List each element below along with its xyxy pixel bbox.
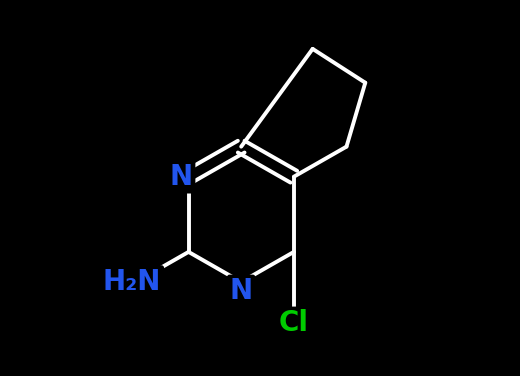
Text: N: N — [230, 277, 253, 305]
Text: Cl: Cl — [279, 309, 309, 337]
Text: N: N — [170, 163, 192, 191]
Text: H₂N: H₂N — [103, 268, 161, 296]
